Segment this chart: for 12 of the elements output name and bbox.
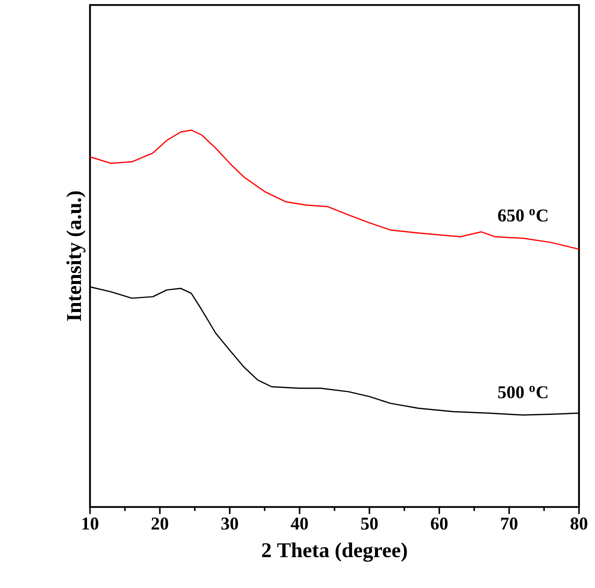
x-tick-label: 70 — [501, 518, 518, 530]
y-axis-title: Intensity (a.u.) — [66, 191, 86, 321]
x-tick-label: 50 — [361, 518, 378, 530]
x-tick-label: 30 — [221, 518, 238, 530]
x-axis-title: 2 Theta (degree) — [262, 542, 407, 562]
series-label: 500 $^{o}$C — [498, 386, 548, 398]
x-tick-label: 20 — [152, 518, 168, 530]
x-tick-label: 10 — [82, 518, 98, 530]
x-tick-label: 80 — [570, 518, 588, 530]
x-tick-label: 40 — [290, 518, 308, 530]
series-label: 650 $^{o}$C — [498, 209, 548, 222]
x-tick-label: 60 — [430, 518, 448, 530]
